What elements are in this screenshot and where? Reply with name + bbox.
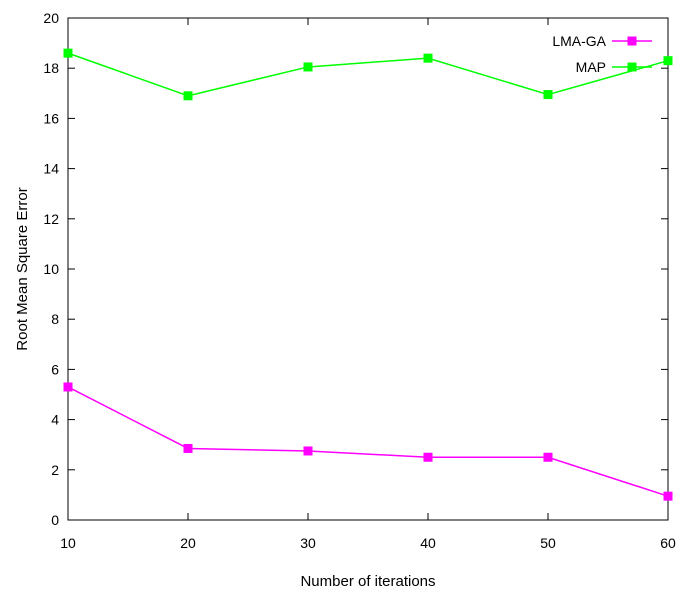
legend-label-map: MAP — [576, 59, 606, 75]
legend-marker-lma-ga — [627, 36, 637, 46]
x-axis-title: Number of iterations — [300, 573, 435, 590]
data-point-map — [543, 90, 553, 100]
legend-label-lma-ga: LMA-GA — [552, 33, 606, 49]
y-tick-label: 6 — [51, 361, 59, 377]
y-axis-title: Root Mean Square Error — [14, 187, 31, 350]
y-tick-label: 12 — [43, 211, 59, 227]
data-point-lma-ga — [63, 382, 73, 392]
y-tick-label: 14 — [43, 161, 59, 177]
legend: LMA-GA MAP — [552, 33, 652, 75]
data-point-lma-ga — [663, 491, 673, 501]
data-point-map — [63, 48, 73, 58]
data-point-lma-ga — [303, 446, 313, 456]
y-tick-label: 4 — [51, 412, 59, 428]
series-line-map — [67, 52, 669, 97]
data-point-map — [663, 56, 673, 66]
data-point-map — [423, 53, 433, 63]
series-layer — [63, 48, 673, 501]
x-tick-label: 30 — [300, 535, 316, 551]
x-tick-label: 50 — [540, 535, 556, 551]
y-tick-label: 16 — [43, 110, 59, 126]
data-point-lma-ga — [183, 443, 193, 453]
plot-frame — [67, 17, 669, 521]
y-tick-label: 0 — [51, 512, 59, 528]
x-tick-label: 20 — [180, 535, 196, 551]
data-point-map — [303, 62, 313, 72]
y-tick-label: 18 — [43, 60, 59, 76]
x-tick-label: 60 — [660, 535, 676, 551]
legend-marker-map — [627, 62, 637, 72]
y-tick-label: 10 — [43, 261, 59, 277]
data-point-map — [183, 91, 193, 101]
x-tick-label: 40 — [420, 535, 436, 551]
y-tick-label: 8 — [51, 311, 59, 327]
x-tick-label: 10 — [60, 535, 76, 551]
y-tick-label: 2 — [51, 462, 59, 478]
axis-ticks: 0 2 4 6 8 10 12 14 16 18 20 10 20 30 40 50 60 — [43, 10, 676, 551]
y-tick-label: 20 — [43, 10, 59, 26]
series-line-lma-ga — [67, 386, 669, 497]
data-point-lma-ga — [423, 452, 433, 462]
data-point-lma-ga — [543, 452, 553, 462]
